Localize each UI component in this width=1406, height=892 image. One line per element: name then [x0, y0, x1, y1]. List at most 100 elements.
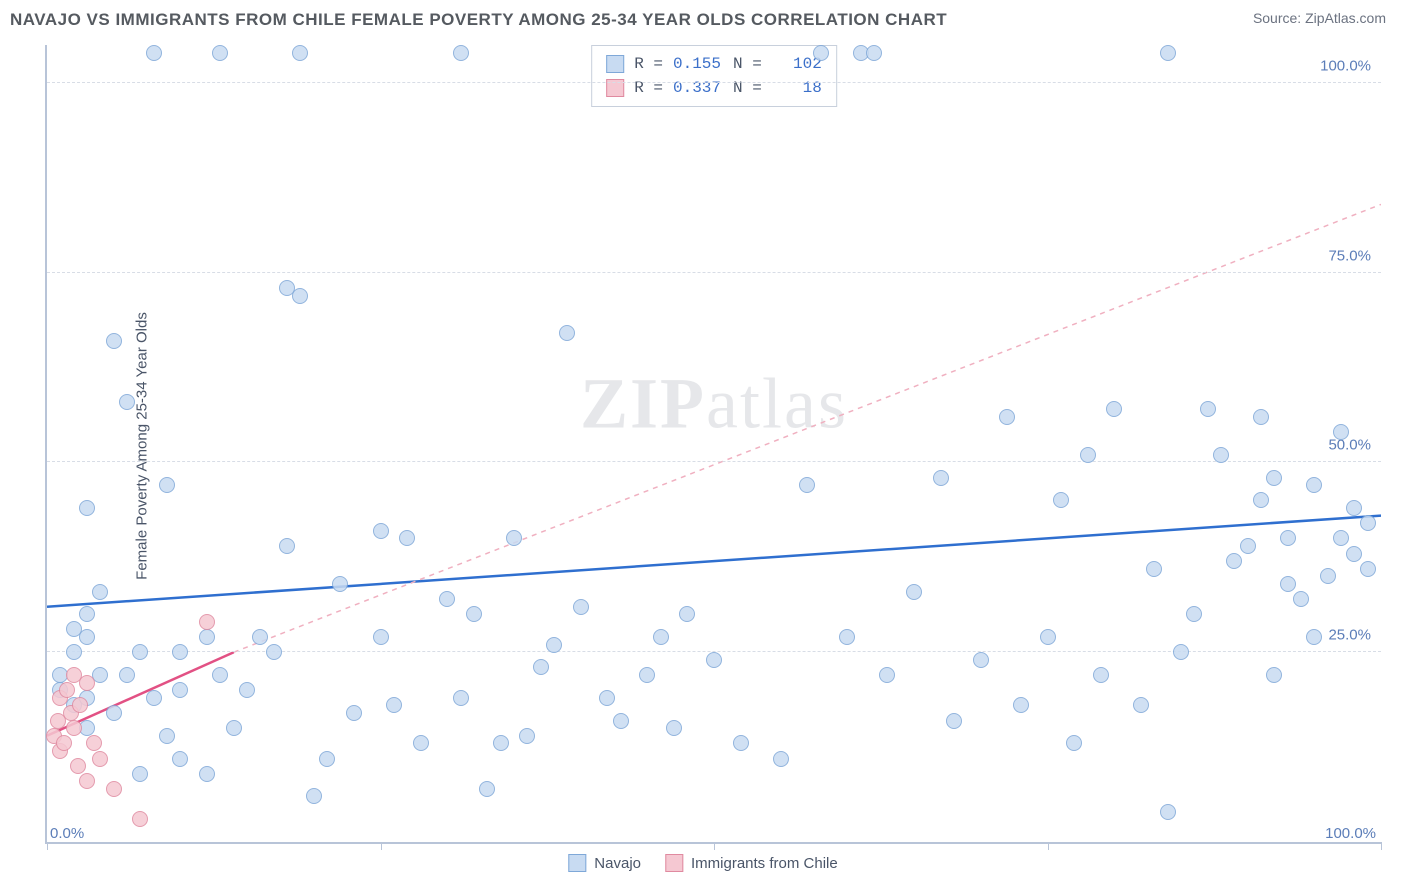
y-tick-label: 100.0% [1320, 57, 1371, 74]
data-point [573, 599, 589, 615]
r-label: R = [634, 76, 663, 100]
data-point [146, 690, 162, 706]
stats-row: R =0.155N =102 [606, 52, 822, 76]
data-point [639, 667, 655, 683]
data-point [292, 45, 308, 61]
data-point [92, 584, 108, 600]
legend: Navajo Immigrants from Chile [568, 854, 837, 872]
data-point [1040, 629, 1056, 645]
r-value: 0.337 [673, 76, 723, 100]
legend-item: Navajo [568, 854, 641, 872]
trend-line [47, 516, 1381, 607]
data-point [866, 45, 882, 61]
data-point [973, 652, 989, 668]
data-point [399, 530, 415, 546]
data-point [1306, 629, 1322, 645]
data-point [999, 409, 1015, 425]
legend-item: Immigrants from Chile [665, 854, 838, 872]
data-point [79, 675, 95, 691]
data-point [332, 576, 348, 592]
data-point [706, 652, 722, 668]
data-point [546, 637, 562, 653]
data-point [1333, 530, 1349, 546]
data-point [1146, 561, 1162, 577]
gridline [47, 82, 1381, 83]
data-point [106, 705, 122, 721]
data-point [679, 606, 695, 622]
data-point [599, 690, 615, 706]
data-point [466, 606, 482, 622]
data-point [559, 325, 575, 341]
gridline [47, 461, 1381, 462]
data-point [1333, 424, 1349, 440]
x-tick [1381, 842, 1382, 850]
data-point [839, 629, 855, 645]
data-point [226, 720, 242, 736]
data-point [453, 690, 469, 706]
data-point [1346, 546, 1362, 562]
data-point [132, 766, 148, 782]
data-point [373, 523, 389, 539]
data-point [1213, 447, 1229, 463]
legend-label: Immigrants from Chile [691, 855, 838, 872]
data-point [1253, 492, 1269, 508]
data-point [306, 788, 322, 804]
y-tick-label: 50.0% [1328, 437, 1371, 454]
data-point [813, 45, 829, 61]
data-point [1013, 697, 1029, 713]
data-point [66, 720, 82, 736]
data-point [72, 697, 88, 713]
data-point [1346, 500, 1362, 516]
data-point [172, 644, 188, 660]
data-point [199, 614, 215, 630]
data-point [266, 644, 282, 660]
data-point [319, 751, 335, 767]
data-point [533, 659, 549, 675]
data-point [1360, 561, 1376, 577]
data-point [1360, 515, 1376, 531]
data-point [1173, 644, 1189, 660]
data-point [1093, 667, 1109, 683]
r-label: R = [634, 52, 663, 76]
n-label: N = [733, 52, 762, 76]
y-tick-label: 25.0% [1328, 627, 1371, 644]
legend-swatch [568, 854, 586, 872]
data-point [279, 538, 295, 554]
series-swatch [606, 55, 624, 73]
watermark-bold: ZIP [580, 363, 706, 443]
legend-label: Navajo [594, 855, 641, 872]
data-point [1106, 401, 1122, 417]
data-point [86, 735, 102, 751]
gridline [47, 272, 1381, 273]
n-label: N = [733, 76, 762, 100]
data-point [212, 667, 228, 683]
data-point [1160, 45, 1176, 61]
watermark: ZIPatlas [580, 362, 848, 445]
data-point [106, 333, 122, 349]
data-point [70, 758, 86, 774]
data-point [1306, 477, 1322, 493]
data-point [172, 751, 188, 767]
trend-lines-svg [47, 45, 1381, 842]
data-point [373, 629, 389, 645]
source-attribution: Source: ZipAtlas.com [1253, 10, 1386, 26]
data-point [132, 644, 148, 660]
data-point [292, 288, 308, 304]
correlation-stats-box: R =0.155N =102R =0.337N = 18 [591, 45, 837, 107]
x-tick [714, 842, 715, 850]
data-point [1280, 576, 1296, 592]
data-point [132, 811, 148, 827]
source-prefix: Source: [1253, 10, 1305, 26]
data-point [1266, 667, 1282, 683]
data-point [386, 697, 402, 713]
data-point [79, 606, 95, 622]
data-point [119, 667, 135, 683]
data-point [1280, 530, 1296, 546]
data-point [413, 735, 429, 751]
data-point [519, 728, 535, 744]
scatter-chart: ZIPatlas R =0.155N =102R =0.337N = 18 25… [45, 45, 1381, 844]
data-point [1226, 553, 1242, 569]
source-link[interactable]: ZipAtlas.com [1305, 10, 1386, 26]
data-point [59, 682, 75, 698]
data-point [172, 682, 188, 698]
